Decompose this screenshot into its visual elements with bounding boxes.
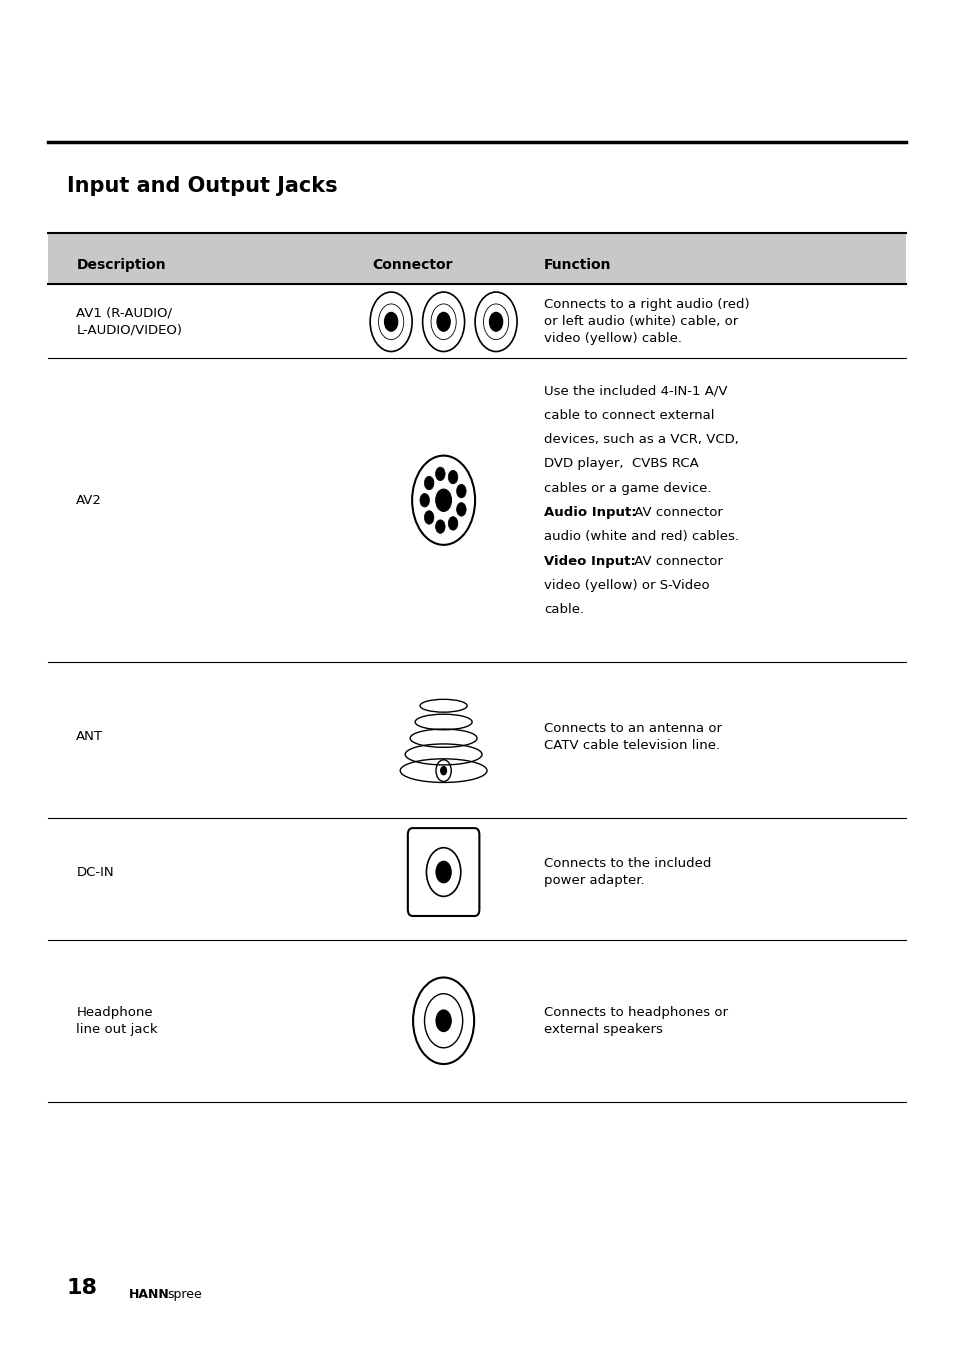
- Circle shape: [436, 312, 450, 331]
- Circle shape: [448, 516, 457, 530]
- Circle shape: [448, 470, 457, 484]
- Text: AV2: AV2: [76, 493, 102, 507]
- Text: HANN: HANN: [129, 1287, 170, 1301]
- Circle shape: [436, 519, 445, 533]
- Text: audio (white and red) cables.: audio (white and red) cables.: [543, 530, 738, 544]
- Text: devices, such as a VCR, VCD,: devices, such as a VCR, VCD,: [543, 433, 738, 446]
- Circle shape: [456, 503, 466, 516]
- Circle shape: [424, 476, 434, 489]
- Circle shape: [419, 493, 429, 507]
- Text: Headphone
line out jack: Headphone line out jack: [76, 1006, 158, 1036]
- Text: AV1 (R-AUDIO/
L-AUDIO/VIDEO): AV1 (R-AUDIO/ L-AUDIO/VIDEO): [76, 307, 182, 337]
- Circle shape: [436, 489, 451, 511]
- Circle shape: [436, 1010, 451, 1032]
- Text: Video Input:: Video Input:: [543, 554, 635, 568]
- Circle shape: [440, 767, 446, 775]
- Text: Connects to an antenna or
CATV cable television line.: Connects to an antenna or CATV cable tel…: [543, 722, 721, 752]
- Text: Use the included 4-IN-1 A/V: Use the included 4-IN-1 A/V: [543, 384, 726, 397]
- Circle shape: [384, 312, 397, 331]
- Circle shape: [424, 511, 434, 525]
- Circle shape: [456, 484, 466, 498]
- FancyBboxPatch shape: [48, 233, 905, 284]
- Text: video (yellow) or S-Video: video (yellow) or S-Video: [543, 579, 709, 592]
- Text: Connects to the included
power adapter.: Connects to the included power adapter.: [543, 857, 710, 887]
- Text: Input and Output Jacks: Input and Output Jacks: [67, 176, 337, 196]
- Text: Description: Description: [76, 258, 166, 272]
- Text: cables or a game device.: cables or a game device.: [543, 481, 711, 495]
- Text: cable.: cable.: [543, 603, 583, 617]
- Circle shape: [489, 312, 502, 331]
- Circle shape: [436, 468, 445, 481]
- Text: DVD player,  CVBS RCA: DVD player, CVBS RCA: [543, 457, 698, 470]
- Text: DC-IN: DC-IN: [76, 865, 113, 879]
- Text: AV connector: AV connector: [629, 554, 721, 568]
- Text: Audio Input:: Audio Input:: [543, 506, 636, 519]
- Text: Connector: Connector: [372, 258, 452, 272]
- Text: Connects to headphones or
external speakers: Connects to headphones or external speak…: [543, 1006, 727, 1036]
- Text: 18: 18: [67, 1278, 97, 1298]
- Text: Function: Function: [543, 258, 611, 272]
- Text: ANT: ANT: [76, 730, 103, 744]
- Text: AV connector: AV connector: [629, 506, 721, 519]
- Text: Connects to a right audio (red)
or left audio (white) cable, or
video (yellow) c: Connects to a right audio (red) or left …: [543, 299, 749, 345]
- Text: spree: spree: [167, 1287, 201, 1301]
- Circle shape: [436, 861, 451, 883]
- Text: cable to connect external: cable to connect external: [543, 408, 714, 422]
